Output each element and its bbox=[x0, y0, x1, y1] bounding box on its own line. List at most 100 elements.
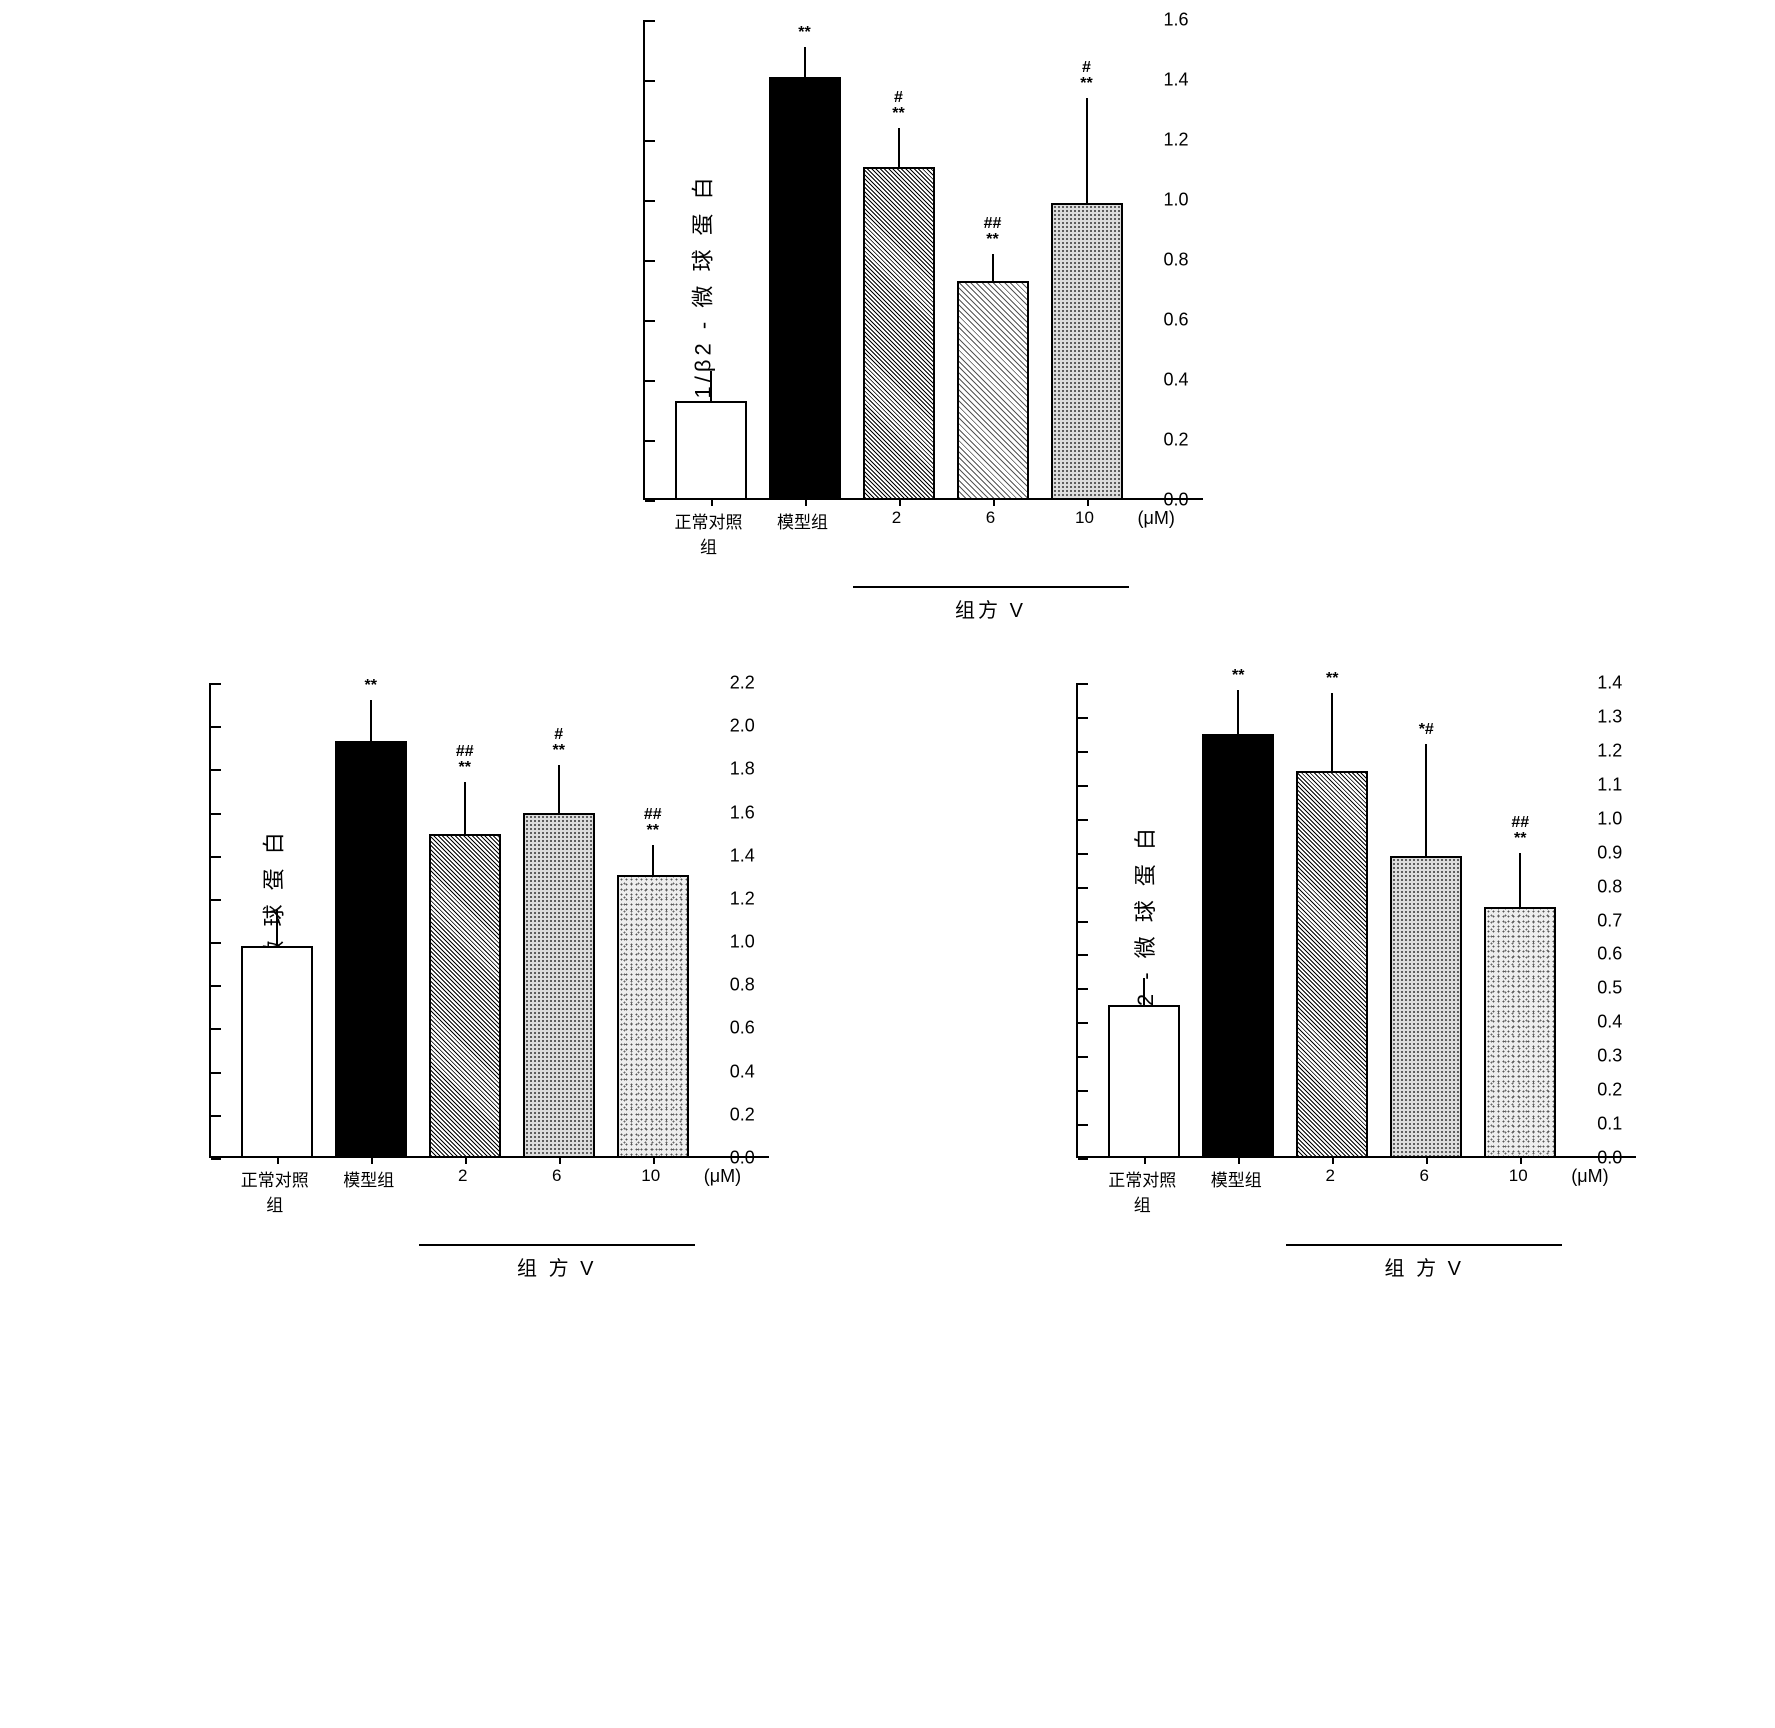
error-cap bbox=[643, 875, 663, 877]
y-tick-label: 0.2 bbox=[1597, 1080, 1622, 1101]
bar-group: ** bbox=[335, 741, 407, 1158]
plot-area: 0.00.20.40.60.81.01.21.41.6**#**##**#** bbox=[643, 20, 1203, 500]
error-cap bbox=[1322, 771, 1342, 773]
y-tick-label: 2.2 bbox=[730, 673, 755, 694]
bar-group bbox=[241, 946, 313, 1158]
x-tick bbox=[653, 1156, 655, 1164]
x-tick bbox=[1426, 1156, 1428, 1164]
error-cap bbox=[983, 281, 1003, 283]
y-tick bbox=[211, 683, 221, 685]
error-cap bbox=[361, 741, 381, 743]
x-label: 10 bbox=[1482, 1166, 1554, 1216]
x-label: 6 bbox=[521, 1166, 593, 1216]
y-tick bbox=[1078, 954, 1088, 956]
y-tick bbox=[1078, 1056, 1088, 1058]
y-tick bbox=[1078, 1124, 1088, 1126]
y-tick bbox=[211, 1072, 221, 1074]
error-bar bbox=[1425, 744, 1427, 856]
bar bbox=[335, 741, 407, 1158]
x-tick bbox=[711, 498, 713, 506]
bar bbox=[523, 813, 595, 1158]
error-cap bbox=[1416, 856, 1436, 858]
bar bbox=[957, 281, 1029, 500]
significance-label: ** bbox=[769, 25, 841, 41]
y-tick bbox=[211, 1158, 221, 1160]
significance-label: #** bbox=[863, 90, 935, 122]
error-bar bbox=[804, 47, 806, 77]
y-tick-label: 0.1 bbox=[1597, 1114, 1622, 1135]
bar-group: ##** bbox=[429, 834, 501, 1158]
bar bbox=[429, 834, 501, 1158]
y-tick bbox=[1078, 819, 1088, 821]
x-label: 正常对照组 bbox=[239, 1166, 311, 1216]
y-tick bbox=[1078, 717, 1088, 719]
chart-icam1: ICAM-1/β2 - 微 球 蛋 白0.00.20.40.60.81.01.2… bbox=[139, 683, 769, 1281]
y-tick-label: 1.2 bbox=[1597, 740, 1622, 761]
x-label: 正常对照组 bbox=[1106, 1166, 1178, 1216]
x-tick bbox=[465, 1156, 467, 1164]
y-tick-label: 1.2 bbox=[730, 888, 755, 909]
bar-group: #** bbox=[523, 813, 595, 1158]
error-cap bbox=[701, 401, 721, 403]
bar bbox=[617, 875, 689, 1158]
significance-label: *# bbox=[1390, 722, 1462, 738]
error-bar bbox=[992, 254, 994, 281]
y-tick bbox=[211, 769, 221, 771]
unit-label: (μM) bbox=[1571, 1166, 1608, 1187]
y-tick bbox=[1078, 751, 1088, 753]
significance-label: ##** bbox=[957, 216, 1029, 248]
y-tick-label: 0.2 bbox=[1163, 430, 1188, 451]
y-tick bbox=[211, 1115, 221, 1117]
error-bar bbox=[652, 845, 654, 875]
error-bar bbox=[1086, 98, 1088, 203]
y-tick-label: 1.2 bbox=[1163, 130, 1188, 151]
y-tick-label: 1.4 bbox=[1597, 673, 1622, 694]
error-bar bbox=[370, 700, 372, 741]
y-tick-label: 1.1 bbox=[1597, 774, 1622, 795]
significance-label: ##** bbox=[617, 807, 689, 839]
y-tick-label: 0.8 bbox=[730, 975, 755, 996]
bar bbox=[241, 946, 313, 1158]
y-tick-label: 0.8 bbox=[1597, 876, 1622, 897]
y-tick bbox=[211, 985, 221, 987]
y-tick-label: 1.0 bbox=[1597, 808, 1622, 829]
y-tick-label: 0.9 bbox=[1597, 842, 1622, 863]
plot-area: 0.00.10.20.30.40.50.60.70.80.91.01.11.21… bbox=[1076, 683, 1636, 1158]
y-tick bbox=[645, 440, 655, 442]
y-tick bbox=[1078, 988, 1088, 990]
y-tick-label: 0.4 bbox=[1163, 370, 1188, 391]
x-tick bbox=[1087, 498, 1089, 506]
y-tick-label: 1.4 bbox=[730, 845, 755, 866]
y-tick-label: 1.6 bbox=[1163, 10, 1188, 31]
y-tick-label: 2.0 bbox=[730, 716, 755, 737]
y-tick bbox=[1078, 921, 1088, 923]
x-labels: 正常对照组模型组2610 bbox=[643, 508, 1203, 558]
y-tick-label: 0.8 bbox=[1163, 250, 1188, 271]
chart-mcp1: MCP-1/β2 - 微 球 蛋 白0.00.20.40.60.81.01.21… bbox=[573, 20, 1203, 623]
bottom-row: ICAM-1/β2 - 微 球 蛋 白0.00.20.40.60.81.01.2… bbox=[20, 683, 1755, 1281]
error-bar bbox=[1519, 853, 1521, 907]
y-tick bbox=[211, 899, 221, 901]
chart-vcam1: VCAM-1/β2 - 微 球 蛋 白0.00.10.20.30.40.50.6… bbox=[1006, 683, 1636, 1281]
y-tick bbox=[1078, 1090, 1088, 1092]
unit-label: (μM) bbox=[1138, 508, 1175, 529]
significance-label: ##** bbox=[429, 744, 501, 776]
x-label: 模型组 bbox=[333, 1166, 405, 1216]
plot-area: 0.00.20.40.60.81.01.21.41.61.82.02.2**##… bbox=[209, 683, 769, 1158]
y-tick bbox=[645, 20, 655, 22]
bar bbox=[1051, 203, 1123, 500]
y-tick bbox=[645, 80, 655, 82]
error-cap bbox=[1134, 1005, 1154, 1007]
y-tick bbox=[211, 942, 221, 944]
bar bbox=[863, 167, 935, 500]
error-cap bbox=[1077, 203, 1097, 205]
group-line bbox=[853, 586, 1129, 588]
y-tick bbox=[1078, 887, 1088, 889]
x-labels: 正常对照组模型组2610 bbox=[209, 1166, 769, 1216]
significance-label: ** bbox=[1296, 671, 1368, 687]
y-tick-label: 1.8 bbox=[730, 759, 755, 780]
bar-group: #** bbox=[1051, 203, 1123, 500]
top-row: MCP-1/β2 - 微 球 蛋 白0.00.20.40.60.81.01.21… bbox=[20, 20, 1755, 623]
x-tick bbox=[371, 1156, 373, 1164]
bar bbox=[1202, 734, 1274, 1158]
